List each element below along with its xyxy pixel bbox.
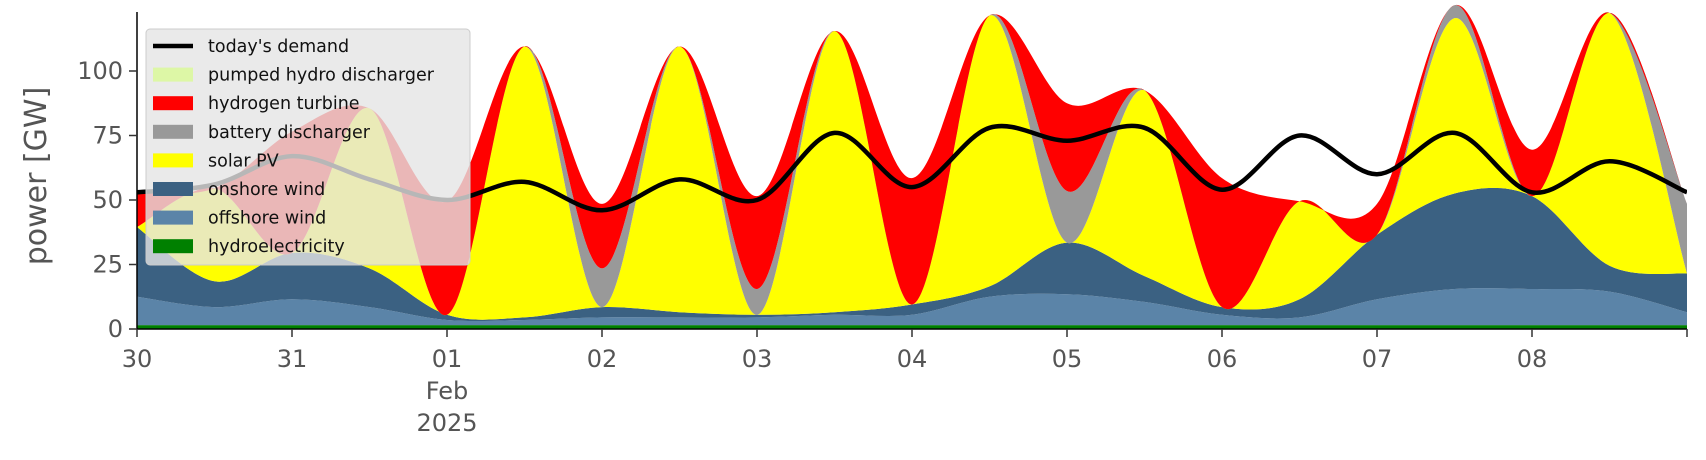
axes: 0 25 50 75 100 30 31 01 02 03 04 05 06 07 08 Feb 2025 pow… — [19, 12, 1688, 437]
x-tick-label: 01 — [432, 345, 463, 373]
legend-label: today's demand — [208, 37, 349, 57]
legend-swatch — [153, 67, 193, 82]
legend-label: battery discharger — [208, 123, 371, 143]
stacked-areas — [137, 4, 1687, 329]
area-solar-pv — [137, 12, 1687, 320]
x-tick-label: 07 — [1362, 345, 1393, 373]
x-sublabel: Feb — [426, 377, 469, 405]
legend-label: hydroelectricity — [208, 237, 345, 257]
x-tick-label: 05 — [1052, 345, 1083, 373]
legend-label: solar PV — [208, 151, 279, 171]
x-tick-label: 31 — [277, 345, 308, 373]
legend-label: hydrogen turbine — [208, 94, 360, 114]
x-tick-label: 04 — [897, 345, 928, 373]
x-tick-label: 02 — [587, 345, 618, 373]
legend-swatch — [153, 153, 193, 168]
x-sublabel: 2025 — [416, 409, 477, 437]
y-tick-label: 25 — [92, 251, 123, 279]
area-hydrogen-turbine — [137, 4, 1687, 316]
legend-label: offshore wind — [208, 209, 326, 229]
x-tick-label: 06 — [1207, 345, 1238, 373]
legend-swatch — [153, 96, 193, 111]
legend-box — [145, 28, 471, 266]
legend: today's demand pumped hydro discharger hyd… — [145, 28, 471, 266]
area-hydroelectricity — [137, 325, 1687, 329]
x-tick-label: 08 — [1517, 345, 1548, 373]
area-offshore-wind — [137, 288, 1687, 326]
y-axis-title: power [GW] — [19, 87, 54, 266]
legend-label: pumped hydro discharger — [208, 66, 435, 86]
x-tick-label: 03 — [742, 345, 773, 373]
y-tick-label: 0 — [108, 315, 123, 343]
legend-swatch — [153, 210, 193, 225]
area-onshore-wind — [137, 187, 1687, 322]
legend-swatch — [153, 239, 193, 254]
legend-swatch — [153, 182, 193, 196]
legend-swatch — [153, 124, 193, 139]
y-tick-label: 75 — [92, 122, 123, 150]
x-tick-label: 30 — [122, 345, 153, 373]
y-tick-label: 50 — [92, 186, 123, 214]
legend-label: onshore wind — [208, 180, 325, 200]
y-tick-label: 100 — [77, 57, 123, 85]
